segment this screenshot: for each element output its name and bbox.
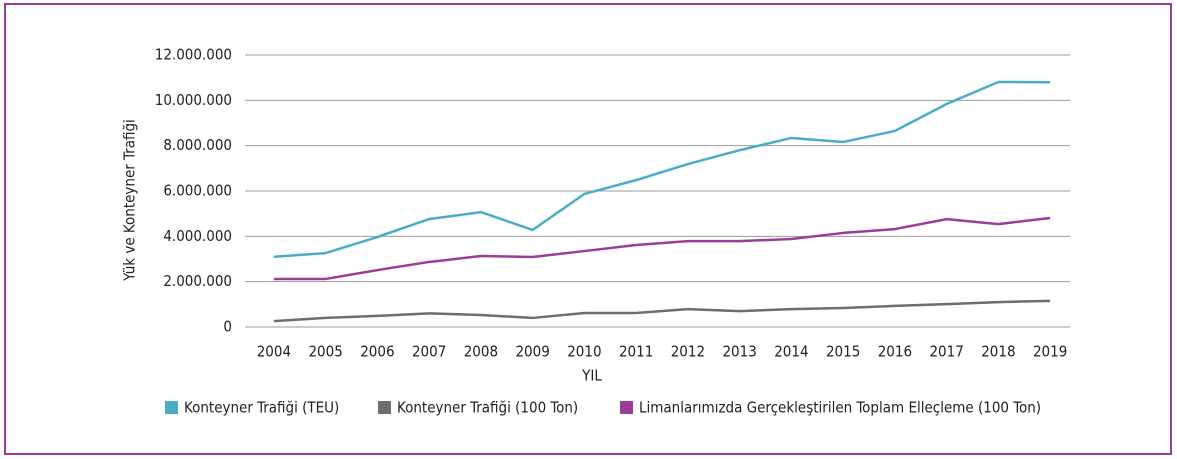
x-tick-label: 2012: [671, 343, 705, 361]
x-tick-label: 2019: [1033, 343, 1067, 361]
x-tick-label: 2008: [464, 343, 498, 361]
x-tick-label: 2004: [257, 343, 291, 361]
x-tick-label: 2014: [774, 343, 808, 361]
x-tick-label: 2013: [722, 343, 756, 361]
x-tick-label: 2018: [981, 343, 1015, 361]
y-tick-label: 8.000.000: [163, 136, 232, 154]
x-tick-label: 2016: [878, 343, 912, 361]
x-tick-label: 2011: [619, 343, 653, 361]
legend-label: Konteyner Trafiği (TEU): [184, 399, 339, 417]
legend-swatch: [378, 401, 391, 414]
legend-swatch: [165, 401, 178, 414]
legend-label: Konteyner Trafiği (100 Ton): [397, 399, 578, 417]
y-axis-label: Yük ve Konteyner Trafiği: [121, 119, 139, 282]
series-line: [273, 299, 1051, 323]
y-tick-label: 2.000.000: [163, 272, 232, 290]
series-line: [273, 216, 1051, 281]
x-tick-label: 2010: [567, 343, 601, 361]
y-tick-label: 12.000.000: [155, 46, 232, 64]
y-tick-label: 4.000.000: [163, 227, 232, 245]
x-axis-label: YIL: [581, 367, 602, 385]
x-tick-label: 2017: [929, 343, 963, 361]
frame: [4, 3, 1172, 455]
y-tick-label: 10.000.000: [155, 91, 232, 109]
legend-swatch: [620, 401, 633, 414]
x-tick-label: 2015: [826, 343, 860, 361]
series-line: [273, 80, 1051, 258]
y-tick-label: 0: [223, 318, 232, 336]
legend-label: Limanlarımızda Gerçekleştirilen Toplam E…: [639, 399, 1041, 417]
x-tick-label: 2009: [515, 343, 549, 361]
x-tick-label: 2006: [360, 343, 394, 361]
x-tick-label: 2007: [412, 343, 446, 361]
y-tick-label: 6.000.000: [163, 182, 232, 200]
x-tick-label: 2005: [308, 343, 342, 361]
